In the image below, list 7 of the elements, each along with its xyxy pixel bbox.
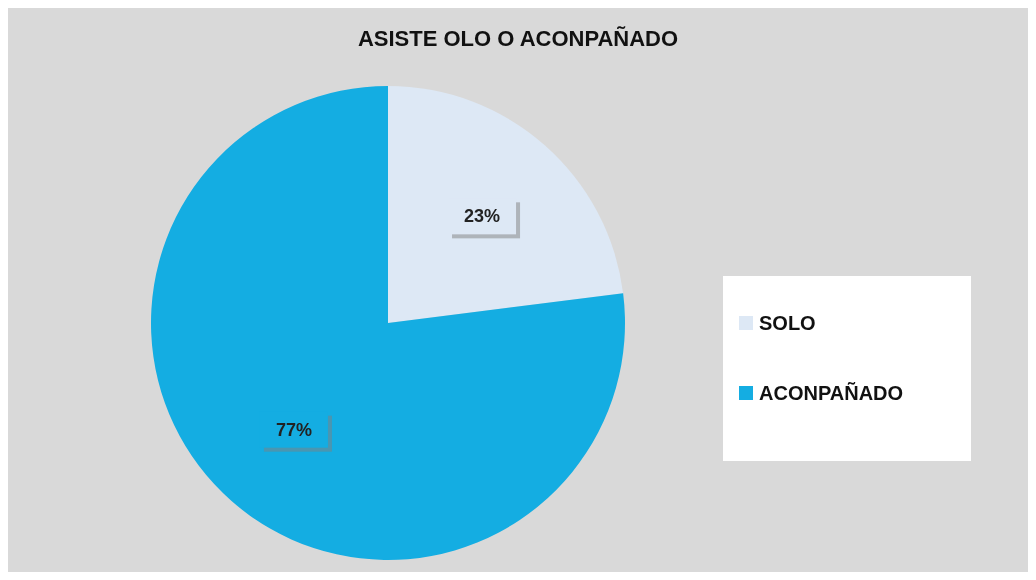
data-label: 23% [464,206,501,227]
pie-slice [151,86,625,560]
chart-title: ASISTE OLO O ACONPAÑADO [356,26,680,52]
legend-label: SOLO [759,311,816,335]
pie-slice [388,86,624,323]
data-label: 77% [275,419,312,440]
legend-label: ACONPAÑADO [759,381,904,405]
